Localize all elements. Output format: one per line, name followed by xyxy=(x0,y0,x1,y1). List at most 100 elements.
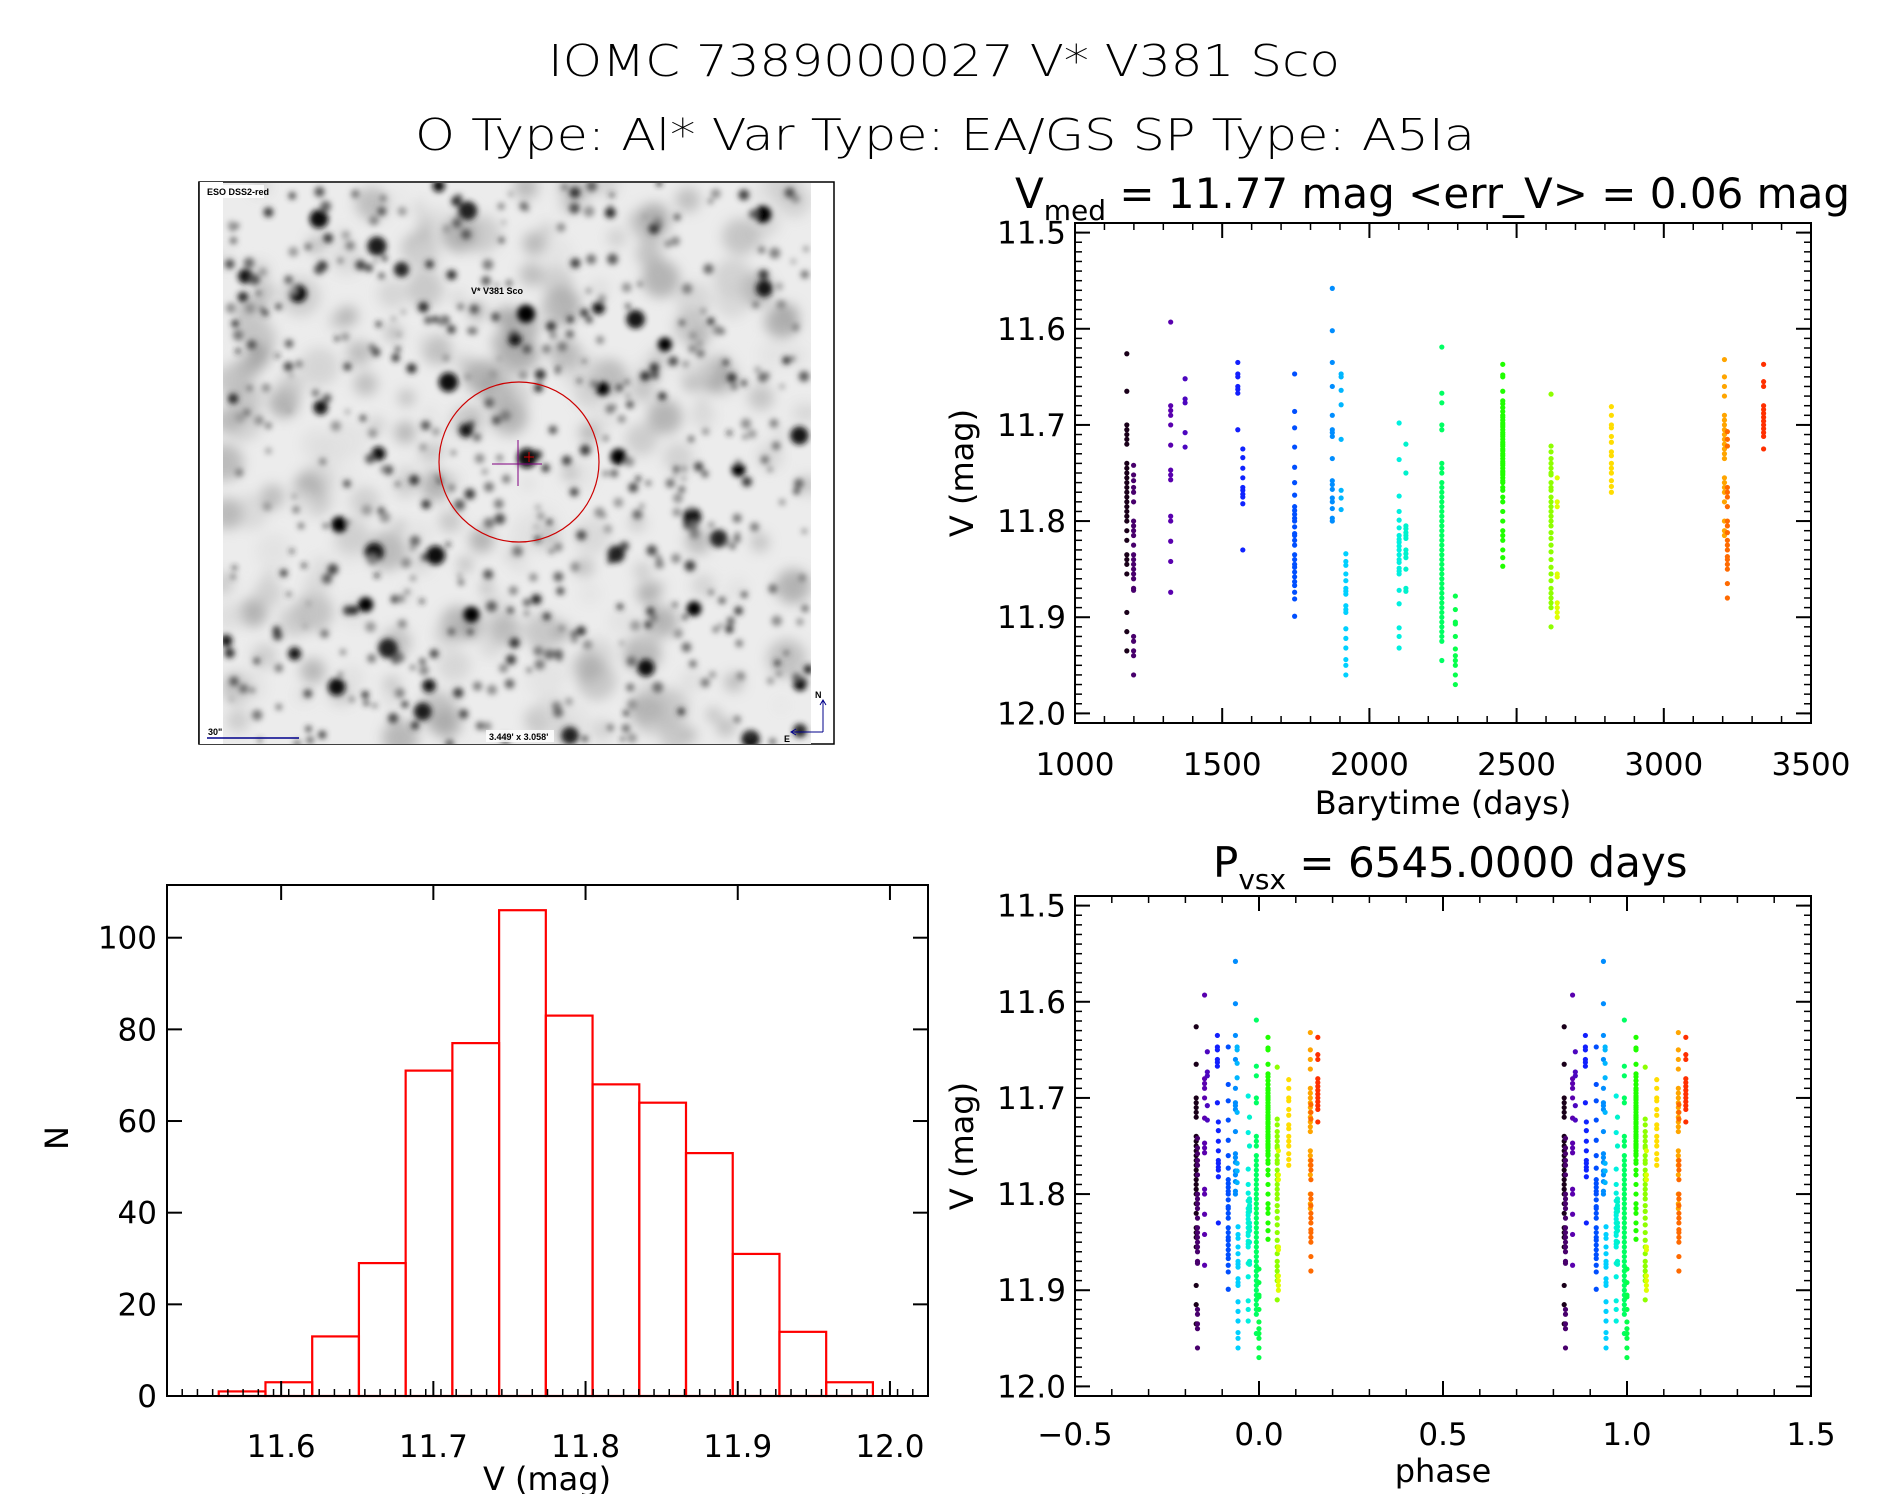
phase-point xyxy=(1569,1080,1576,1087)
star xyxy=(624,379,630,385)
data-point xyxy=(1182,376,1188,382)
data-point xyxy=(1168,467,1174,473)
y-tick-label: 60 xyxy=(118,1104,157,1140)
star xyxy=(457,573,462,578)
phase-point xyxy=(1245,1306,1251,1313)
star xyxy=(341,332,350,342)
phase-point xyxy=(1232,1154,1239,1161)
y-tick-label: 0 xyxy=(137,1379,157,1415)
star xyxy=(288,192,296,200)
sky-mottle xyxy=(647,399,683,435)
star xyxy=(637,659,655,677)
phase-point xyxy=(1593,1247,1599,1253)
y-tick-label: 11.9 xyxy=(997,600,1066,636)
phase-point xyxy=(1614,1199,1621,1205)
data-point xyxy=(1761,379,1767,385)
phase-point xyxy=(1675,1066,1681,1072)
data-point xyxy=(1124,504,1130,510)
y-tick-label: 11.6 xyxy=(997,312,1066,348)
data-point xyxy=(1292,371,1298,377)
star xyxy=(413,702,432,721)
phase-point xyxy=(1286,1098,1292,1104)
sky-mottle xyxy=(627,212,641,227)
star xyxy=(327,678,346,696)
star xyxy=(580,308,589,317)
phase-point xyxy=(1621,1258,1627,1264)
star xyxy=(251,709,263,721)
star xyxy=(657,337,672,352)
phase-point xyxy=(1562,1234,1569,1240)
star xyxy=(245,303,255,314)
data-point xyxy=(1761,403,1767,409)
data-point xyxy=(1396,456,1402,463)
star xyxy=(346,519,352,525)
phase-point xyxy=(1676,1253,1682,1260)
phase-point xyxy=(1245,1181,1251,1188)
data-point xyxy=(1548,605,1554,611)
phase-point xyxy=(1245,1244,1251,1250)
data-point xyxy=(1292,507,1298,514)
phase-point xyxy=(1562,1135,1569,1141)
phase-point xyxy=(1245,1093,1251,1099)
star xyxy=(401,700,409,708)
phase-point xyxy=(1315,1034,1321,1040)
phase-point xyxy=(1308,1109,1314,1115)
data-point xyxy=(1130,653,1137,659)
star xyxy=(341,230,351,240)
phase-point xyxy=(1315,1056,1321,1063)
star xyxy=(410,721,420,730)
phase-point xyxy=(1235,1264,1241,1270)
phase-point xyxy=(1633,1210,1639,1216)
phase-point xyxy=(1274,1133,1280,1139)
phase-point xyxy=(1642,1186,1648,1192)
data-point xyxy=(1396,532,1402,539)
data-point xyxy=(1554,475,1560,481)
phase-point xyxy=(1624,1335,1630,1341)
phase-point xyxy=(1603,1264,1609,1270)
fov-label: 3.449' x 3.058' xyxy=(489,732,548,742)
data-point xyxy=(1452,606,1458,613)
data-point xyxy=(1724,489,1730,495)
phase-point xyxy=(1235,1299,1241,1305)
phase-point xyxy=(1225,1180,1231,1187)
star xyxy=(639,503,644,509)
data-point xyxy=(1396,543,1402,549)
phase-point xyxy=(1274,1160,1280,1166)
phase-point xyxy=(1253,1100,1259,1106)
phase-point xyxy=(1621,1201,1627,1207)
star xyxy=(682,360,689,368)
data-point xyxy=(1500,494,1506,500)
star xyxy=(262,309,269,316)
phase-point xyxy=(1593,1210,1599,1216)
star xyxy=(597,294,607,303)
data-point xyxy=(1124,648,1130,654)
star xyxy=(615,384,623,392)
phase-point xyxy=(1275,1273,1281,1279)
star xyxy=(534,369,546,381)
phase-point xyxy=(1621,1100,1627,1106)
star xyxy=(733,535,741,543)
data-point xyxy=(1439,552,1445,558)
star xyxy=(289,549,295,554)
star xyxy=(306,736,315,744)
phase-point xyxy=(1600,1085,1607,1091)
data-point xyxy=(1329,455,1335,462)
star xyxy=(758,246,766,254)
phase-point xyxy=(1593,1229,1599,1236)
phase-point xyxy=(1194,1215,1201,1221)
phase-point xyxy=(1274,1222,1280,1228)
star xyxy=(452,687,464,699)
phase-point xyxy=(1642,1160,1648,1166)
star xyxy=(549,331,557,340)
sky-mottle xyxy=(579,422,600,443)
phase-point xyxy=(1642,1229,1648,1236)
data-point xyxy=(1130,571,1137,577)
star xyxy=(511,551,517,556)
star xyxy=(754,205,772,223)
sky-mottle xyxy=(346,340,372,366)
sky-mottle xyxy=(526,661,564,698)
phase-point xyxy=(1253,1287,1259,1293)
data-point xyxy=(1721,455,1728,462)
phase-point xyxy=(1308,1162,1314,1168)
phase-point xyxy=(1642,1167,1648,1173)
